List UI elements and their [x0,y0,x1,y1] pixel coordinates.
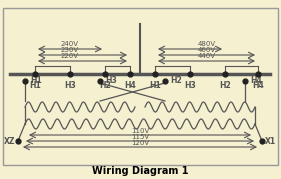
Text: 120V: 120V [131,140,149,146]
Text: H4: H4 [252,81,264,90]
Text: 480V: 480V [198,41,216,47]
Text: 115V: 115V [131,134,149,140]
Text: X1: X1 [265,137,276,146]
Text: H4: H4 [250,76,262,84]
Text: H2: H2 [170,76,182,84]
Text: H2: H2 [219,81,231,90]
Text: H4: H4 [124,81,136,90]
Text: XZ: XZ [3,137,15,146]
Text: H3: H3 [64,81,76,90]
Text: H3: H3 [105,76,117,84]
Text: Wiring Diagram 1: Wiring Diagram 1 [92,166,188,176]
Text: H1: H1 [30,76,42,84]
Text: H3: H3 [184,81,196,90]
Text: H2: H2 [99,81,111,90]
Text: 220V: 220V [61,53,79,59]
Text: H1: H1 [29,81,41,90]
Text: 230V: 230V [61,47,79,53]
FancyBboxPatch shape [3,8,278,165]
Text: 110V: 110V [131,128,149,134]
Text: 240V: 240V [61,41,79,47]
Text: 460V: 460V [198,47,216,53]
Text: 440V: 440V [198,53,216,59]
Text: H1: H1 [149,81,161,90]
